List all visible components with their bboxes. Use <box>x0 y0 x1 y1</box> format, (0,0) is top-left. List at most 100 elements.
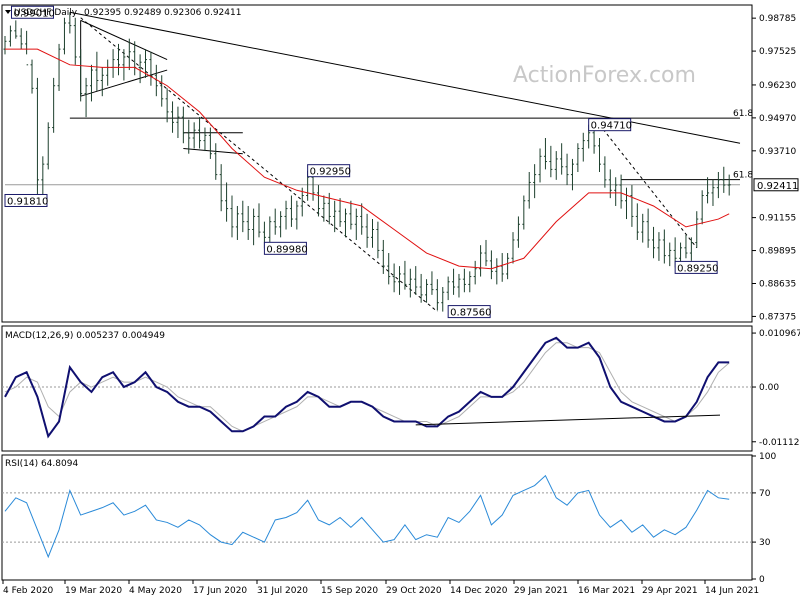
price-tick-label: 0.93710 <box>759 147 796 157</box>
candle <box>506 253 510 280</box>
level-label-text: 0.91810 <box>7 196 48 207</box>
candle <box>57 43 61 91</box>
fib-label: 61.8 <box>733 171 753 181</box>
flag-lower-line <box>183 147 243 155</box>
level-label-text: 0.92950 <box>310 167 351 178</box>
candle <box>657 232 661 261</box>
candle <box>160 75 164 107</box>
x-tick-label: 16 Mar 2021 <box>578 586 635 596</box>
x-tick-label: 29 Oct 2020 <box>386 586 442 596</box>
candle <box>479 245 483 277</box>
candle <box>376 221 380 259</box>
candle <box>52 77 56 133</box>
candle <box>154 64 158 97</box>
candle <box>360 203 364 235</box>
candle <box>522 195 526 230</box>
last-price-box <box>753 178 799 192</box>
chart-title: USDCHF Daily <box>14 8 78 18</box>
level-label-text: 0.87560 <box>450 308 491 319</box>
x-tick-label: 14 Jun 2021 <box>705 586 759 596</box>
candle <box>273 208 277 235</box>
level-label-text: 0.89980 <box>266 244 307 255</box>
candle <box>414 266 418 295</box>
candle <box>543 138 547 170</box>
candle <box>116 43 120 76</box>
rsi-panel-frame <box>1 454 753 581</box>
candle <box>511 232 515 264</box>
candle <box>19 28 23 50</box>
candle <box>597 138 601 172</box>
price-tick-label: 0.91155 <box>759 214 796 224</box>
candle <box>252 208 256 246</box>
x-tick-label: 17 Jun 2020 <box>193 586 247 596</box>
candle <box>425 279 429 303</box>
candle <box>14 20 18 39</box>
candle <box>62 17 66 55</box>
channel-dashed-line <box>80 17 438 312</box>
channel-dashed-line-2 <box>599 124 698 249</box>
candle <box>181 106 185 144</box>
last-price-label: 0.92411 <box>757 181 798 192</box>
candle <box>614 177 618 206</box>
candle <box>246 205 250 240</box>
candle <box>95 51 99 91</box>
candle <box>73 17 77 65</box>
macd-tick-label: 0.010967 <box>759 329 800 339</box>
candle <box>457 273 461 298</box>
candle <box>706 177 710 204</box>
moving-average-layer <box>5 48 730 270</box>
moving-average-line <box>5 48 730 270</box>
level-label: 0.99010 <box>10 5 55 19</box>
level-label: 0.92950 <box>307 164 351 178</box>
candle <box>398 266 402 295</box>
macd-tick-label: 0.00 <box>759 383 779 393</box>
candle <box>257 203 261 238</box>
x-axis-layer: 4 Feb 2020 19 Mar 2020 4 May 2020 17 Jun 20… <box>2 580 759 596</box>
rsi-tick-label: 70 <box>759 489 771 499</box>
level-label: 0.87560 <box>447 305 492 319</box>
candle <box>316 185 320 217</box>
candle <box>381 239 385 274</box>
ohlc-values: 0.92395 0.92489 0.92306 0.92411 <box>84 8 241 18</box>
candle <box>289 195 293 227</box>
candle <box>549 145 553 178</box>
candle <box>214 143 218 180</box>
level-label-box <box>4 193 48 207</box>
candle <box>3 36 7 55</box>
candle <box>565 153 569 186</box>
candle <box>527 171 531 209</box>
macd-layer: 0.010967 0.00 -0.011127 <box>2 329 800 448</box>
macd-support-line <box>415 414 721 426</box>
macd-tick-label: -0.011127 <box>759 438 800 448</box>
candle <box>419 273 423 303</box>
candle <box>187 119 191 154</box>
price-tick-label: 0.97525 <box>759 47 796 57</box>
level-label: 0.89250 <box>674 260 719 274</box>
candle <box>8 25 12 47</box>
candle <box>435 279 439 311</box>
price-panel-frame <box>1 4 753 323</box>
candle <box>446 276 450 301</box>
candle <box>371 219 374 248</box>
price-tick-label: 0.94970 <box>759 114 796 124</box>
level-labels-layer: 0.99010 0.91810 0.92950 0.89980 0.87560 0.947… <box>4 5 753 319</box>
x-tick-label: 4 May 2020 <box>129 586 182 596</box>
rsi-tick-label: 30 <box>759 538 771 548</box>
candle <box>489 250 493 280</box>
candle <box>576 143 580 172</box>
candle <box>592 127 596 154</box>
candle <box>89 64 93 102</box>
candle <box>149 51 153 86</box>
candle <box>641 213 645 243</box>
candle <box>171 101 175 133</box>
x-tick-label: 19 Mar 2020 <box>65 586 122 596</box>
rsi-line <box>4 474 730 559</box>
candle <box>430 271 434 295</box>
candle <box>570 158 574 191</box>
candle <box>343 208 347 238</box>
candle <box>349 200 353 230</box>
candle <box>700 190 704 225</box>
candle <box>711 179 715 206</box>
candle <box>30 59 34 94</box>
triangle-lower-line <box>80 69 168 97</box>
